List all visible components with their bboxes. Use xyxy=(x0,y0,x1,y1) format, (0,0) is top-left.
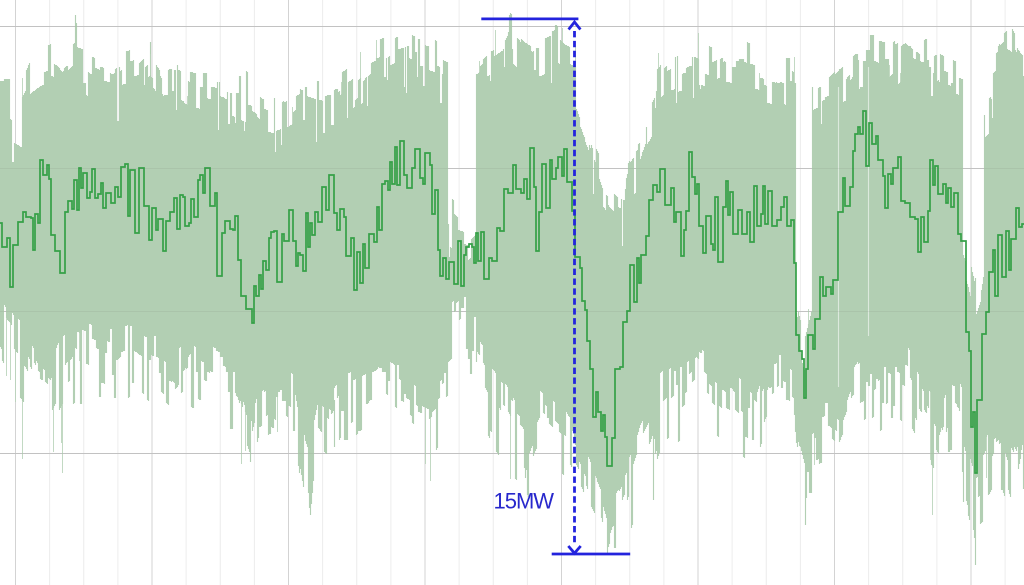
svg-text:15MW: 15MW xyxy=(494,489,555,514)
